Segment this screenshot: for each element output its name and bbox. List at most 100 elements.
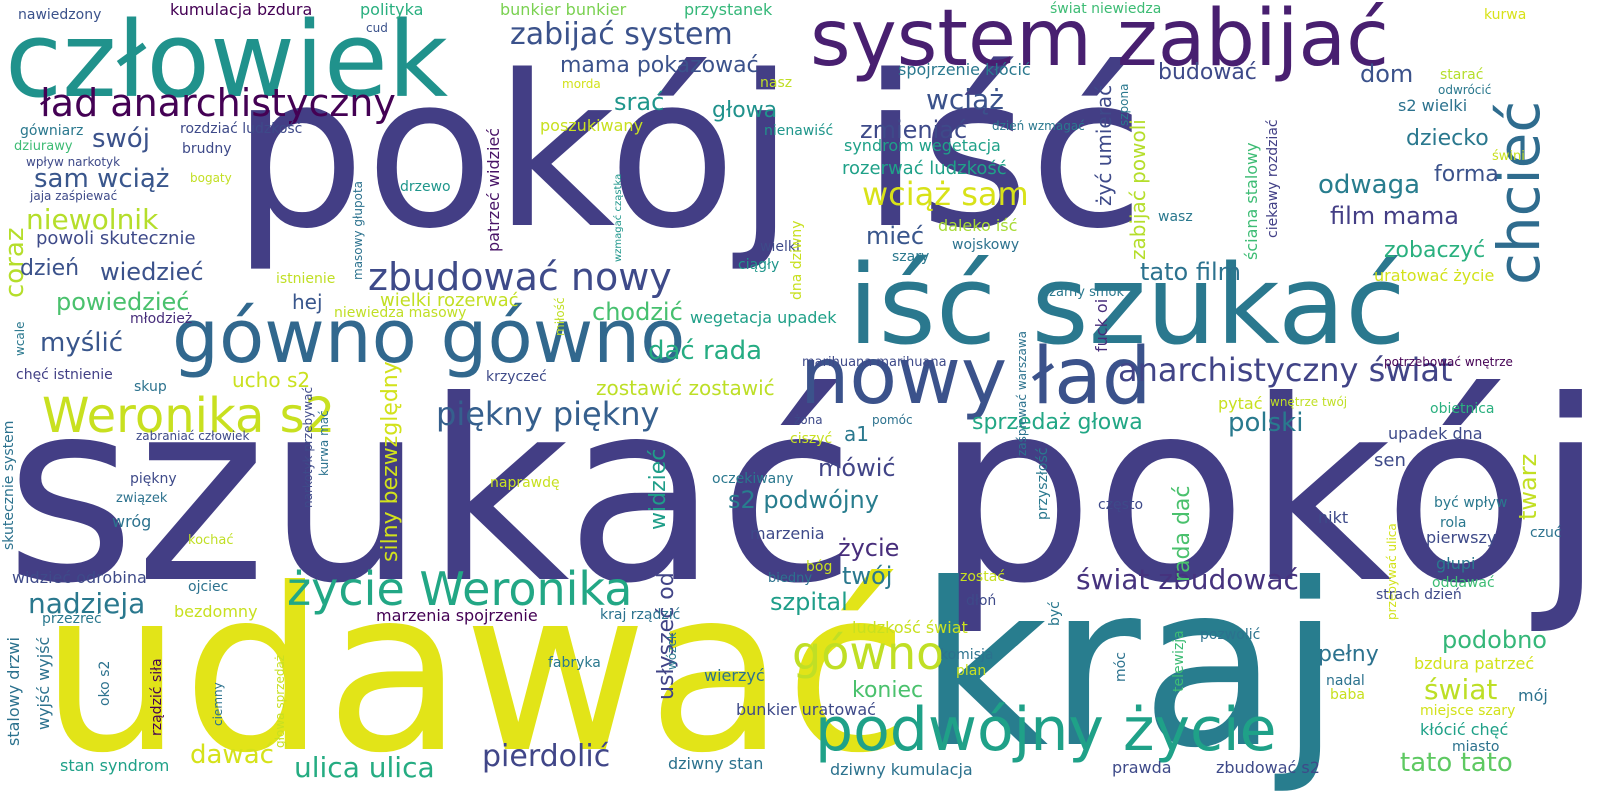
word-swiat-zbudowac: świat zbudować [1076,563,1299,596]
word-dziecko: dziecko [1406,126,1489,151]
word-chciec: chcieć [1485,100,1553,285]
word-skup: skup [134,379,167,395]
word-gowno-gowno: gówno gówno [172,294,686,380]
word-fuck-oi: fuck oi [1092,298,1111,352]
word-patrzec-widziec: patrzeć widzieć [484,127,503,252]
word-upadek-dna: upadek dna [1388,424,1483,443]
word-bunkier-uratowac: bunkier uratować [736,700,876,719]
word-rola: rola [1440,515,1467,531]
word-dlon: dłoń [966,593,997,609]
word-chodzic: chodzić [592,298,683,326]
word-pokoj-isc: pokój iść [232,30,1145,275]
word-dziwny-stan: dziwny stan [668,754,764,773]
word-nadal: nadal [1326,673,1365,689]
word-wyjsc-wyjsc: wyjść wyjść [34,636,53,730]
word-glupi: głupi [1436,554,1476,573]
word-plan: plan [956,663,987,679]
word-odwrocic: odwrócić [1438,83,1492,97]
word-pytac: pytać [1218,394,1263,413]
word-zostawic-zostawic: zostawić zostawić [596,376,775,400]
word-oczekiwany: oczekiwany [712,471,794,487]
word-oko-s2: oko s2 [97,660,113,706]
word-gowniarz: gówniarz [20,123,84,139]
word-byc: być [1047,601,1063,626]
word-ludzkosc-swiat: ludzkość świat [852,618,968,637]
word-czesto: często [1098,497,1144,513]
word-widziec: widzieć [646,448,671,530]
word-daleko-isc: daleko iść [938,216,1018,235]
word-powoli-skutecznie: powoli skutecznie [36,228,196,249]
word-krzyczec: krzyczeć [486,369,547,385]
word-bog: bóg [806,559,833,575]
word-miasto: miasto [1452,739,1500,755]
word-drzewo: drzewo [400,179,451,195]
word-niewiedza-masowy: niewiedza masowy [334,305,467,321]
word-miec: mieć [866,222,925,250]
word-zona: żona [794,413,823,427]
word-skutecznie-system: skutecznie system [1,420,17,550]
word-telewizja: telewizja [1171,630,1187,692]
word-ciszyc: ciszyć [790,431,833,447]
word-zabijac-powoli: zabijać powoli [1126,119,1150,260]
word-przystanek: przystanek [684,0,773,19]
word-kurwa: kurwa [1484,7,1527,23]
word-przyszlosc: przyszłość [1035,447,1051,520]
word-forma: forma [1434,162,1499,187]
word-sprzedaz-glowa: sprzedaż głowa [972,410,1143,435]
word-hej: hej [292,290,323,314]
word-czlowiek: człowiek [5,0,449,121]
word-nikt: nikt [1318,508,1349,527]
word-piekny: piękny [130,471,177,487]
word-ucho-s2: ucho s2 [232,368,311,392]
word-bunkier-bunkier: bunkier bunkier [500,0,627,19]
word-zabijac-system: zabijać system [510,17,733,52]
word-s2-wielki: s2 wielki [1398,96,1468,115]
word-zycie-weronika: życie Weronika [287,562,633,616]
word-sen: sen [1374,450,1406,471]
word-mowic: mówić [818,454,896,482]
word-czuc: czuć [1530,525,1562,541]
word-podobno: podobno [1442,626,1547,654]
word-pomoc: pomóc [872,413,913,427]
word-cud: cud [366,21,388,35]
word-dziwny-kumulacja: dziwny kumulacja [830,760,973,779]
word-polityka: polityka [360,0,424,19]
word-zbudowac-s2: zbudować s2 [1216,758,1320,777]
word-szukac-pokoj: szukać pokój [5,347,1600,638]
word-lad-anarchistyczny: ład anarchistyczny [40,81,396,125]
word-biedny: biedny [768,571,813,586]
word-morda: morda [562,77,601,91]
word-rzadzic-sila: rządzić siła [149,658,165,736]
word-zostac: zostać [960,569,1005,585]
word-wasz: wasz [1158,209,1193,225]
word-komisja: komisja [940,647,994,663]
word-polski: polski [1228,408,1304,438]
word-silny-bezwzgledny: silny bezwzględny [378,361,403,562]
word-budowac: budować [1158,60,1257,85]
word-glowa-sprzedaz: głowa sprzedaż [273,654,287,748]
word-wciaz-sam: wciąż sam [862,175,1029,213]
word-rozdziac-ludzkosc: rozdziać ludzkość [180,121,303,137]
word-koniec: koniec [852,678,924,703]
word-swoj: swój [92,124,150,154]
word-zwiazek: związek [116,491,168,506]
word-zabraniac-czlowiek: zabraniać człowiek [136,429,250,443]
word-niewolnik: niewolnik [26,203,159,236]
word-a1: a1 [844,422,869,446]
word-myslic: myślić [40,328,124,358]
word-isc-szukac: iść szukać [848,241,1406,369]
word-zyc-umierac: żyć umierać [1092,84,1116,206]
word-zobaczyc: zobaczyć [1384,238,1486,263]
word-dac-rada: dać rada [648,336,763,366]
word-stan-syndrom: stan syndrom [60,756,170,775]
word-kraj-rzadzic: kraj rządzić [600,607,681,623]
word-swini: świni [1492,149,1525,164]
word-wciaz: wciąż [926,83,1004,116]
word-stalowy-drzwi: stalowy drzwi [4,637,23,746]
word-jaja-zaspiewac: jaja zaśpiewać [30,189,118,203]
word-dziurawy: dziurawy [14,139,73,154]
word-wielki-rozerwac: wielki rozerwać [380,290,519,311]
word-dzien-wzmagac: dzień wzmagać [992,119,1085,133]
word-kumulacja-bzdura: kumulacja bzdura [170,0,313,19]
word-szary: szary [892,249,930,265]
